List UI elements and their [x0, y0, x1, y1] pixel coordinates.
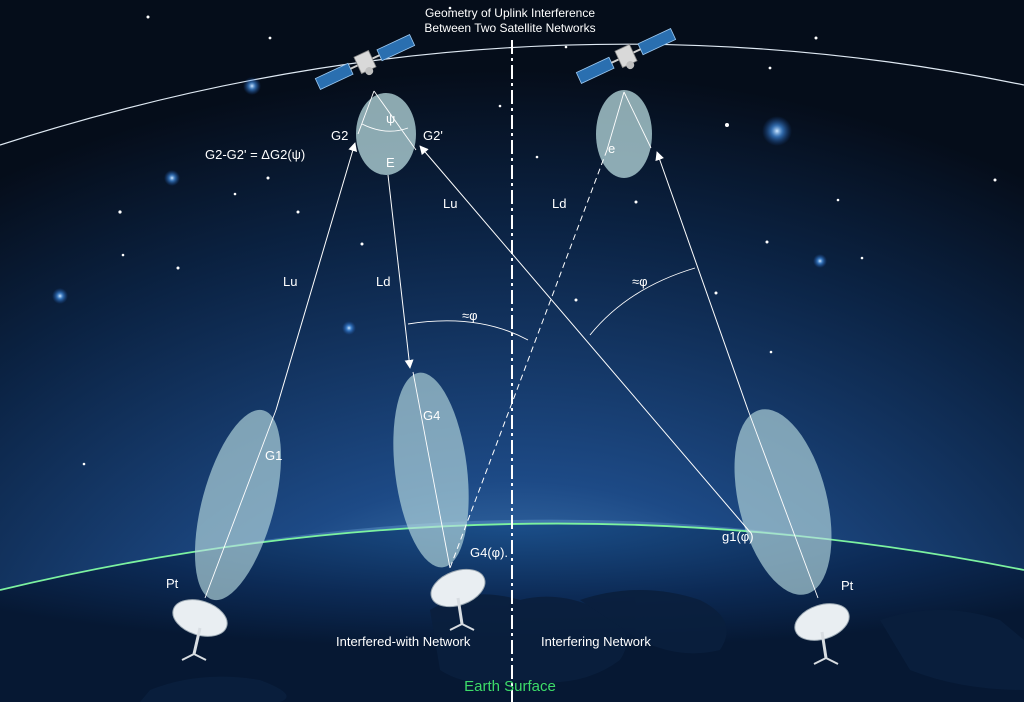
label-ld-left: Ld	[376, 274, 390, 289]
label-g1: G1	[265, 448, 282, 463]
interfering-downlink-ld	[449, 149, 608, 569]
dish-antenna-icon	[430, 568, 486, 631]
label-phi-left: ≈φ	[462, 308, 478, 323]
label-pt-left: Pt	[166, 576, 179, 591]
ground-beam-right	[734, 409, 832, 595]
title-line-2: Between Two Satellite Networks	[424, 21, 595, 35]
label-pt-right: Pt	[841, 578, 854, 593]
title-line-1: Geometry of Uplink Interference	[425, 6, 595, 20]
network-right-label: Interfering Network	[541, 634, 651, 649]
uplink-lu-left	[275, 142, 358, 411]
label-psi: ψ	[386, 111, 395, 126]
dish-antenna-icon	[172, 599, 228, 661]
label-g4: G4	[423, 408, 440, 423]
downlink-ld-left	[387, 174, 414, 369]
label-e-upper: E	[386, 155, 395, 170]
psi-arc	[361, 123, 409, 132]
label-lu-center: Lu	[443, 196, 457, 211]
label-phi-right: ≈φ	[632, 274, 648, 289]
label-g4-phi: G4(φ).	[470, 545, 508, 560]
ground-beam-g1	[194, 409, 282, 601]
glow-stars	[52, 77, 827, 335]
label-ld-right: Ld	[552, 196, 566, 211]
stars	[82, 6, 997, 466]
satellite-beam-right	[596, 90, 652, 178]
phi-arc-right	[589, 267, 696, 336]
label-lu-left: Lu	[283, 274, 297, 289]
interfering-uplink-lu	[419, 145, 751, 533]
uplink-right	[655, 151, 749, 411]
label-g2: G2	[331, 128, 348, 143]
satellite-icon	[575, 28, 677, 84]
earth-surface-label: Earth Surface	[464, 678, 556, 695]
satellite-icon	[314, 34, 416, 90]
label-e-lower: e	[608, 141, 615, 156]
land-masses	[140, 590, 1024, 702]
beam-axes	[204, 90, 819, 599]
phi-arc-left	[407, 320, 529, 341]
label-g2-prime: G2'	[423, 128, 443, 143]
label-g1-phi: g1(φ)	[722, 529, 754, 544]
dish-antenna-icon	[794, 603, 850, 665]
satellite-beam-left	[356, 93, 416, 175]
formula-label: G2-G2' = ΔG2(ψ)	[205, 147, 305, 162]
network-left-label: Interfered-with Network	[336, 634, 471, 649]
ground-beam-g4	[393, 372, 469, 568]
